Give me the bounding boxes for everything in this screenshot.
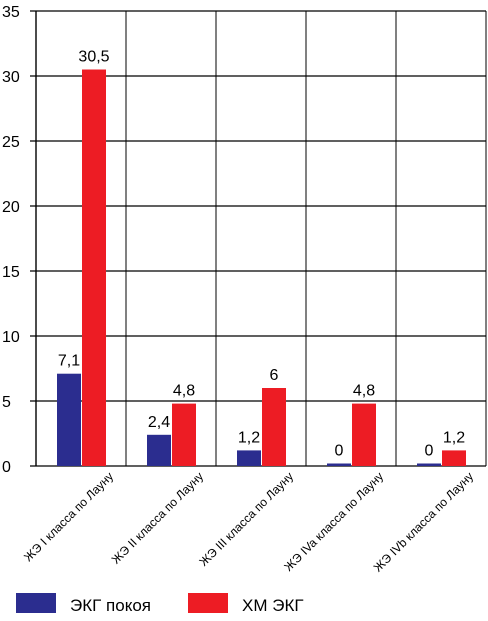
y-axis-ticks: 0 5 10 15 20 25 30 35 xyxy=(2,4,20,476)
bars xyxy=(57,69,466,466)
bar-holter-ecg-4 xyxy=(442,450,466,466)
x-category-label: ЖЭ II класса по Лауну xyxy=(109,469,206,566)
bar-rest-ecg-4 xyxy=(417,463,441,466)
legend: ЭКГ покоя ХМ ЭКГ xyxy=(16,593,304,615)
data-label: 1,2 xyxy=(443,429,465,446)
legend-swatch-holter-ecg xyxy=(188,593,228,613)
data-label: 1,2 xyxy=(238,429,260,446)
data-label: 2,4 xyxy=(148,414,170,431)
y-tick-label: 25 xyxy=(2,134,20,151)
y-tick-label: 20 xyxy=(2,199,20,216)
bar-holter-ecg-0 xyxy=(82,69,106,466)
data-label: 0 xyxy=(425,443,434,460)
x-category-label: ЖЭ IVa класса по Лауну xyxy=(281,469,386,574)
bar-holter-ecg-3 xyxy=(352,403,376,466)
legend-swatch-rest-ecg xyxy=(16,593,56,613)
data-label: 30,5 xyxy=(78,49,109,66)
x-category-label: ЖЭ IVb класса по Лауну xyxy=(371,469,476,574)
bar-rest-ecg-1 xyxy=(147,434,171,466)
y-tick-label: 30 xyxy=(2,69,20,86)
y-tick-label: 5 xyxy=(2,394,11,411)
data-label: 0 xyxy=(335,443,344,460)
data-label: 4,8 xyxy=(173,383,195,400)
y-tick-label: 0 xyxy=(2,459,11,476)
bar-rest-ecg-3 xyxy=(327,463,351,466)
y-tick-label: 10 xyxy=(2,329,20,346)
legend-label-rest-ecg: ЭКГ покоя xyxy=(70,596,151,615)
y-tick-label: 15 xyxy=(2,264,20,281)
bar-rest-ecg-2 xyxy=(237,450,261,466)
x-category-label: ЖЭ III класса по Лауну xyxy=(196,469,296,569)
bar-rest-ecg-0 xyxy=(57,373,81,466)
data-label: 7,1 xyxy=(58,353,80,370)
data-labels: 7,1 2,4 1,2 0 0 30,5 4,8 6 4,8 1,2 xyxy=(58,49,465,460)
data-label: 6 xyxy=(270,367,279,384)
data-label: 4,8 xyxy=(353,383,375,400)
bar-holter-ecg-1 xyxy=(172,403,196,466)
y-tick-label: 35 xyxy=(2,4,20,21)
x-category-label: ЖЭ I класса по Лауну xyxy=(21,469,116,564)
bar-holter-ecg-2 xyxy=(262,388,286,466)
legend-label-holter-ecg: ХМ ЭКГ xyxy=(242,596,304,615)
